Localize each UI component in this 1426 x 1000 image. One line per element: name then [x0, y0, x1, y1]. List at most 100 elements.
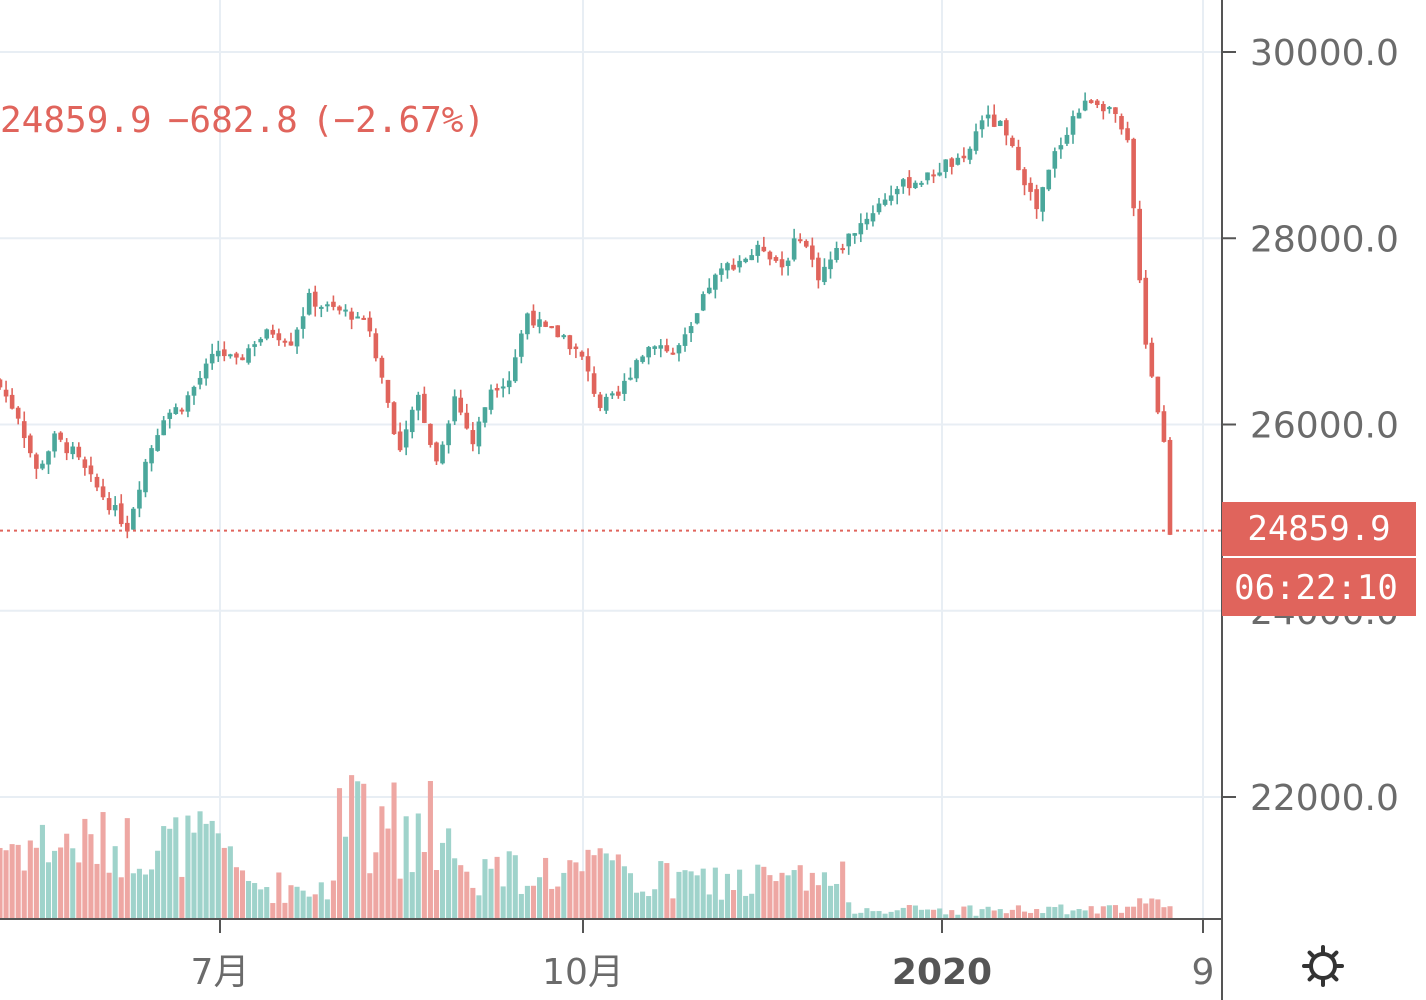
candle-body — [125, 522, 130, 532]
candle-body — [264, 329, 270, 339]
candle-body — [464, 412, 470, 429]
candle-body — [840, 248, 845, 251]
volume-bar — [494, 856, 500, 919]
candle-body — [203, 363, 209, 379]
candle-body — [482, 407, 488, 423]
candle-body — [185, 395, 191, 412]
candle-body — [979, 120, 985, 130]
candle-body — [706, 287, 712, 294]
countdown-tag-value: 06:22:10 — [1234, 568, 1398, 608]
volume-bar — [834, 883, 840, 919]
candle-body — [1149, 342, 1155, 377]
candle-body — [21, 421, 27, 439]
volume-bar — [621, 866, 627, 919]
candle-body — [240, 357, 245, 361]
volume-bar — [306, 896, 312, 919]
candle-body — [112, 505, 118, 511]
volume-bar — [858, 912, 864, 919]
volume-bar — [1034, 909, 1040, 919]
candle-body — [822, 266, 827, 283]
candle-body — [761, 246, 767, 252]
candle-body — [961, 155, 967, 159]
candle-body — [88, 465, 94, 475]
candle-body — [907, 177, 912, 189]
volume-bar — [1009, 909, 1015, 919]
candle-body — [149, 448, 154, 464]
volume-bar — [167, 828, 173, 919]
gear-icon[interactable] — [1302, 945, 1344, 987]
candle-body — [106, 498, 112, 511]
volume-bar — [949, 910, 955, 919]
candle-body — [415, 394, 421, 411]
volume-bar — [991, 910, 997, 919]
volume-bar — [488, 868, 494, 919]
volume-bar — [815, 885, 821, 919]
last-price-tag-bg — [1222, 502, 1416, 556]
x-tick-label: 2020 — [892, 952, 992, 993]
candle-body — [118, 503, 124, 525]
volume-bar — [658, 861, 664, 919]
candle-body — [143, 461, 148, 493]
volume-bar — [1021, 911, 1028, 919]
candle-body — [676, 345, 682, 354]
volume-bar — [676, 871, 682, 919]
volume-bar — [955, 914, 961, 919]
volume-bar — [1137, 898, 1143, 919]
volume-bar — [264, 887, 270, 919]
candle-body — [191, 386, 197, 396]
volume-bar — [876, 911, 882, 919]
candle-body — [282, 340, 288, 343]
candle-body — [1070, 116, 1076, 135]
volume-bar — [670, 898, 676, 919]
candle-body — [476, 421, 482, 447]
volume-bar — [846, 902, 852, 919]
candle-body — [670, 352, 676, 355]
candle-body — [913, 182, 918, 188]
candle-body — [246, 348, 251, 363]
volume-bar — [221, 847, 227, 919]
candle-body — [1004, 120, 1009, 136]
volume-bar — [1003, 913, 1009, 919]
candle-body — [1076, 112, 1082, 119]
candle-body — [209, 353, 215, 364]
candle-body — [403, 429, 409, 448]
candle-body — [797, 239, 803, 242]
candle-body — [397, 431, 403, 451]
candle-body — [852, 233, 858, 236]
volume-bar — [3, 850, 9, 919]
candle-body — [500, 386, 506, 389]
volume-bar — [94, 863, 100, 919]
last-price-tag: 24859.9 06:22:10 — [1222, 502, 1416, 616]
candle-body — [1064, 134, 1070, 144]
volume-bar — [1131, 906, 1137, 919]
volume-bar — [1040, 913, 1046, 919]
volume-bar — [809, 872, 815, 919]
volume-bar — [1082, 910, 1088, 919]
candle-body — [894, 188, 900, 195]
candle-body — [531, 310, 536, 326]
candle-body — [470, 430, 476, 445]
candle-body — [713, 274, 718, 290]
gear-tooth — [1307, 950, 1316, 959]
volume-bar — [106, 872, 112, 919]
candle-body — [609, 393, 615, 396]
candle-body — [270, 329, 276, 335]
candle-body — [15, 407, 21, 419]
candle-body — [1119, 116, 1124, 130]
volume-bar — [791, 870, 797, 919]
candle-body — [40, 463, 45, 469]
volume-bar — [931, 909, 937, 919]
volume-bar — [700, 868, 706, 919]
candle-body — [955, 157, 961, 165]
x-axis[interactable]: 7月 10月 2020 9 — [191, 919, 1215, 993]
volume-bar — [985, 906, 991, 919]
candle-body — [1010, 137, 1015, 147]
volume-bar — [403, 816, 409, 919]
volume-bar — [640, 891, 646, 919]
volume-bar — [130, 873, 136, 919]
candle-body — [361, 317, 367, 320]
candle-body — [567, 335, 573, 350]
volume-bar — [203, 823, 209, 919]
